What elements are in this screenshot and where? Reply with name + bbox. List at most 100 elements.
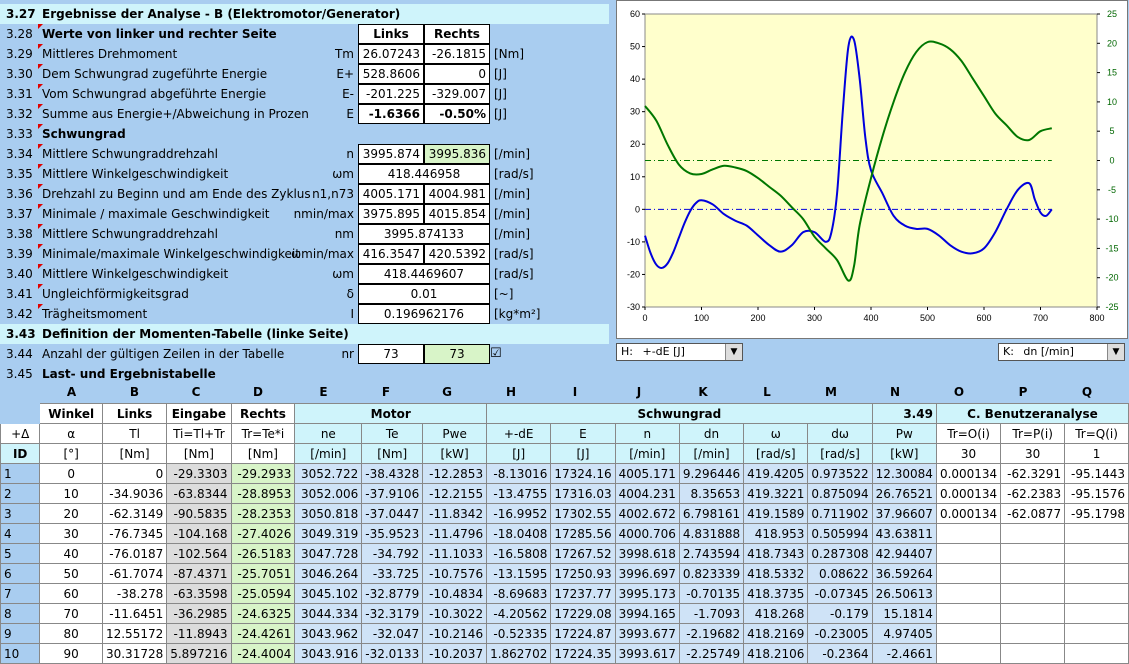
result-row: 3.34 Mittlere Schwungraddrehzahl n 3995.874… bbox=[0, 144, 609, 164]
x-tick-label: 0 bbox=[642, 313, 647, 323]
row-symbol: E- bbox=[342, 87, 354, 101]
dropdown-h[interactable]: H: +-dE [J] ▼ bbox=[616, 343, 743, 361]
row-label: Anzahl der gültigen Zeilen in der Tabell… bbox=[42, 347, 285, 361]
result-row: 3.32 Summe aus Energie+/Abweichung in Pro… bbox=[0, 104, 609, 124]
table-cell[interactable]: -62.2383 bbox=[1000, 483, 1066, 504]
result-row: 3.39 Minimale/maximale Winkelgeschwindigk… bbox=[0, 244, 609, 264]
table-cell[interactable]: 0.000134 bbox=[935, 463, 1002, 484]
valid-rows-input[interactable]: 73 bbox=[358, 344, 424, 364]
table-cell[interactable]: -62.3149 bbox=[101, 503, 168, 524]
column-symbol: +-dE bbox=[486, 423, 552, 444]
table-row: 3 20 -62.3149 -90.5835 -28.2353 3050.818 -37.0… bbox=[0, 503, 1129, 524]
table-cell[interactable]: 0.000134 bbox=[935, 483, 1002, 504]
column-letter: G bbox=[442, 385, 452, 399]
row-symbol: ωmin/max bbox=[291, 247, 354, 261]
table-cell[interactable]: -76.7345 bbox=[101, 523, 168, 544]
table-cell: 0.505994 bbox=[807, 523, 873, 544]
table-cell: -32.3179 bbox=[361, 603, 424, 624]
table-cell: -34.792 bbox=[361, 543, 424, 564]
column-symbol: ω bbox=[743, 423, 809, 444]
value-left: 416.3547 bbox=[358, 244, 424, 264]
table-cell[interactable]: 0.000134 bbox=[935, 503, 1002, 524]
checkbox[interactable]: ☑ bbox=[490, 346, 502, 361]
table-cell: 17302.55 bbox=[550, 503, 616, 524]
table-cell[interactable]: -38.278 bbox=[101, 583, 168, 604]
table-cell: 5.897216 bbox=[166, 643, 232, 664]
table-cell: 419.1589 bbox=[743, 503, 809, 524]
table-cell[interactable]: -61.7074 bbox=[101, 563, 168, 584]
table-row: 2 10 -34.9036 -63.8344 -28.8953 3052.006 -37.9… bbox=[0, 483, 1129, 504]
value-left: 3995.874 bbox=[358, 144, 424, 164]
comment-marker bbox=[38, 184, 43, 189]
table-cell[interactable] bbox=[1000, 543, 1066, 564]
table-cell[interactable]: -95.1798 bbox=[1064, 503, 1129, 524]
table-cell: 17285.56 bbox=[550, 523, 616, 544]
id-header: ID bbox=[0, 443, 41, 464]
table-cell[interactable]: -62.0877 bbox=[1000, 503, 1066, 524]
table-cell[interactable] bbox=[935, 523, 1002, 544]
column-unit: [/min] bbox=[614, 443, 680, 464]
row-id: 2 bbox=[0, 483, 41, 504]
table-cell[interactable] bbox=[1064, 603, 1129, 624]
table-cell[interactable]: -34.9036 bbox=[101, 483, 168, 504]
table-cell[interactable] bbox=[935, 623, 1002, 644]
value-right: -329.007 bbox=[424, 84, 490, 104]
table-cell[interactable] bbox=[935, 643, 1002, 664]
row-label: Mittlere Schwungraddrehzahl bbox=[42, 227, 218, 241]
delta-button[interactable]: +Δ bbox=[0, 423, 41, 444]
table-cell: -12.2853 bbox=[422, 463, 488, 484]
table-cell: 3993.617 bbox=[614, 643, 680, 664]
table-cell[interactable] bbox=[935, 603, 1002, 624]
column-unit[interactable]: 1 bbox=[1064, 443, 1129, 464]
chevron-down-icon[interactable]: ▼ bbox=[725, 344, 742, 360]
table-cell: -11.8943 bbox=[166, 623, 232, 644]
group-number: 3.49 bbox=[871, 403, 937, 424]
chevron-down-icon[interactable]: ▼ bbox=[1107, 344, 1124, 360]
table-cell[interactable] bbox=[1064, 583, 1129, 604]
result-row: 3.29 Mittleres Drehmoment Tm 26.07243 -26.18… bbox=[0, 44, 609, 64]
table-cell[interactable]: 12.55172 bbox=[101, 623, 168, 644]
table-cell[interactable] bbox=[1064, 543, 1129, 564]
column-symbol: Tr=Te*i bbox=[230, 423, 296, 444]
table-cell: 40 bbox=[39, 543, 103, 564]
table-cell[interactable] bbox=[1064, 523, 1129, 544]
table-cell[interactable]: -11.6451 bbox=[101, 603, 168, 624]
table-cell: 3996.697 bbox=[614, 563, 680, 584]
result-row: 3.40 Mittlere Winkelgeschwindigkeit ωm 418.… bbox=[0, 264, 609, 284]
table-cell[interactable] bbox=[1000, 603, 1066, 624]
table-cell[interactable] bbox=[1000, 643, 1066, 664]
table-cell[interactable]: -62.3291 bbox=[1000, 463, 1066, 484]
column-unit[interactable]: 30 bbox=[935, 443, 1002, 464]
table-cell: 70 bbox=[39, 603, 103, 624]
column-letter: O bbox=[953, 385, 965, 399]
table-cell[interactable] bbox=[1064, 563, 1129, 584]
row-number: 3.39 bbox=[6, 247, 33, 261]
table-cell[interactable] bbox=[1064, 643, 1129, 664]
table-cell: -2.19682 bbox=[678, 623, 745, 644]
row-number: 3.31 bbox=[6, 87, 33, 101]
table-cell[interactable] bbox=[935, 563, 1002, 584]
table-cell: 42.94407 bbox=[871, 543, 937, 564]
table-cell[interactable]: 0 bbox=[101, 463, 168, 484]
table-cell: 3047.728 bbox=[294, 543, 363, 564]
table-cell: 17237.77 bbox=[550, 583, 616, 604]
table-cell[interactable]: -76.0187 bbox=[101, 543, 168, 564]
table-cell[interactable]: 30.31728 bbox=[101, 643, 168, 664]
table-cell[interactable] bbox=[1064, 623, 1129, 644]
y2-tick-label: 0 bbox=[1109, 156, 1114, 166]
column-unit: [rad/s] bbox=[743, 443, 809, 464]
table-row: 4 30 -76.7345 -104.168 -27.4026 3049.319 -35.9… bbox=[0, 523, 1129, 544]
table-cell[interactable]: -95.1443 bbox=[1064, 463, 1129, 484]
dropdown-k[interactable]: K: dn [/min] ▼ bbox=[998, 343, 1125, 361]
table-cell[interactable]: -95.1576 bbox=[1064, 483, 1129, 504]
table-cell[interactable] bbox=[1000, 563, 1066, 584]
table-cell[interactable] bbox=[1000, 623, 1066, 644]
column-unit[interactable]: 30 bbox=[1000, 443, 1066, 464]
y-tick-label: 30 bbox=[630, 107, 640, 117]
y-tick-label: 50 bbox=[630, 42, 640, 52]
table-cell[interactable] bbox=[935, 583, 1002, 604]
table-cell[interactable] bbox=[1000, 523, 1066, 544]
table-cell: 17224.35 bbox=[550, 643, 616, 664]
table-cell[interactable] bbox=[1000, 583, 1066, 604]
table-cell[interactable] bbox=[935, 543, 1002, 564]
